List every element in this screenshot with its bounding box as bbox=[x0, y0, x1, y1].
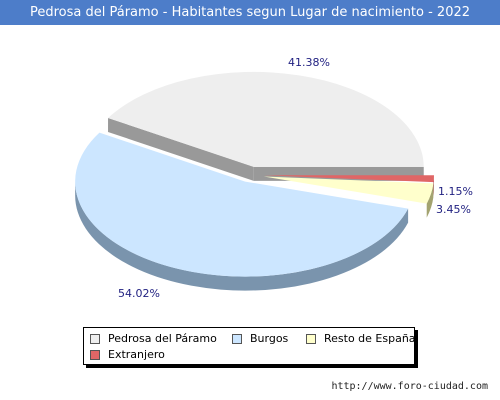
slice-pedrosa bbox=[108, 71, 424, 167]
legend-swatch-burgos bbox=[232, 333, 242, 344]
slice-edge-pedrosa bbox=[108, 117, 254, 181]
value-label-burgos: 54.02% bbox=[118, 287, 160, 300]
legend-item-resto: Resto de España bbox=[306, 332, 416, 345]
legend-item-burgos: Burgos bbox=[232, 332, 288, 345]
slice-resto bbox=[263, 176, 434, 204]
slice-burgos bbox=[75, 132, 409, 277]
slice-extranjero bbox=[263, 175, 434, 183]
legend-swatch-resto bbox=[306, 333, 316, 344]
legend: Pedrosa del Páramo Burgos Resto de Españ… bbox=[83, 327, 416, 365]
legend-label-burgos: Burgos bbox=[250, 332, 289, 345]
legend-label-resto: Resto de España bbox=[324, 332, 416, 345]
value-label-extranjero: 1.15% bbox=[438, 185, 473, 198]
slice-side-resto bbox=[426, 183, 434, 218]
slice-side-burgos bbox=[75, 181, 409, 291]
legend-item-pedrosa: Pedrosa del Páramo bbox=[90, 332, 217, 345]
value-label-pedrosa: 41.38% bbox=[288, 56, 330, 69]
value-label-resto: 3.45% bbox=[436, 203, 471, 216]
legend-label-pedrosa: Pedrosa del Páramo bbox=[108, 332, 217, 345]
legend-swatch-pedrosa bbox=[90, 333, 100, 344]
legend-item-extranjero: Extranjero bbox=[90, 348, 165, 361]
legend-swatch-extranjero bbox=[90, 349, 100, 360]
source-footer: http://www.foro-ciudad.com bbox=[331, 381, 488, 392]
chart-title: Pedrosa del Páramo - Habitantes segun Lu… bbox=[0, 0, 500, 25]
legend-label-extranjero: Extranjero bbox=[108, 348, 165, 361]
